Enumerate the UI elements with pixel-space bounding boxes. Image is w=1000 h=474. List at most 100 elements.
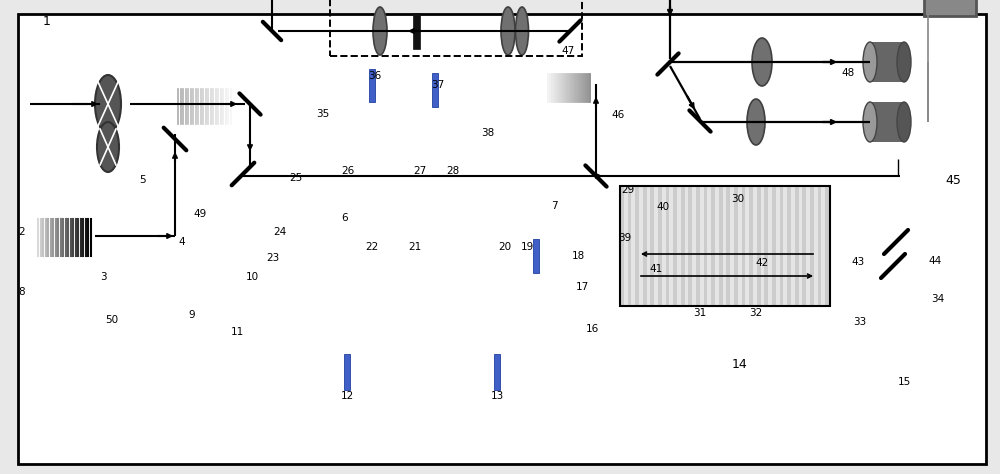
Ellipse shape [747,99,765,145]
Bar [650,186,654,306]
Text: 27: 27 [413,165,427,176]
Text: 29: 29 [621,184,635,195]
Text: 18: 18 [571,251,585,261]
Bar [764,186,768,306]
Bar [696,186,700,306]
Bar [631,186,635,306]
Text: 2: 2 [19,227,25,237]
Ellipse shape [897,42,911,82]
Text: 46: 46 [611,109,625,120]
Bar [806,186,810,306]
Bar [533,239,539,273]
Ellipse shape [501,7,515,55]
Text: 47: 47 [561,46,575,56]
Text: 11: 11 [230,327,244,337]
Text: 40: 40 [656,202,670,212]
Text: 50: 50 [105,315,119,325]
Text: 39: 39 [618,233,632,243]
Text: 16: 16 [585,324,599,335]
Bar [726,186,730,306]
Text: 6: 6 [342,213,348,223]
Bar [757,186,761,306]
Bar [688,186,692,306]
Bar [795,186,799,306]
Bar [780,186,783,306]
Ellipse shape [897,102,911,142]
Bar [432,73,438,107]
Bar [643,186,647,306]
Text: 28: 28 [446,165,460,176]
Text: 44: 44 [928,255,942,266]
Text: 23: 23 [266,253,280,264]
Bar [802,186,806,306]
Ellipse shape [752,38,772,86]
Bar [715,186,719,306]
Text: 26: 26 [341,165,355,176]
Bar [654,186,658,306]
Text: 36: 36 [368,71,382,81]
Ellipse shape [373,7,387,55]
Bar [711,186,715,306]
Bar [753,186,757,306]
Text: 17: 17 [575,282,589,292]
Bar [719,186,723,306]
Bar [924,0,976,16]
Bar [628,186,631,306]
Ellipse shape [863,42,877,82]
Bar [692,186,696,306]
Text: 20: 20 [498,242,512,253]
Bar [494,355,500,390]
Bar [791,186,795,306]
Bar [742,186,745,306]
Text: 45: 45 [945,173,961,187]
Text: 35: 35 [316,109,330,119]
Text: 30: 30 [731,194,745,204]
Bar [662,186,666,306]
Text: 5: 5 [140,175,146,185]
Text: 48: 48 [841,68,855,79]
Bar [413,13,420,49]
Text: 1: 1 [43,15,51,28]
Bar [818,186,821,306]
Bar [369,69,375,102]
Text: 34: 34 [931,293,945,304]
Text: 21: 21 [408,242,422,253]
Bar [620,186,624,306]
Text: 33: 33 [853,317,867,328]
Bar [635,186,639,306]
Bar [821,186,825,306]
Text: 38: 38 [481,128,495,138]
Bar [685,186,688,306]
Bar [868,102,904,142]
Bar [707,186,711,306]
Ellipse shape [863,102,877,142]
Text: 13: 13 [490,391,504,401]
Bar [734,186,738,306]
Text: 22: 22 [365,242,379,253]
Bar [666,186,669,306]
Text: 37: 37 [431,80,445,91]
Bar [639,186,643,306]
Bar [658,186,662,306]
Text: 9: 9 [189,310,195,320]
Bar [772,186,776,306]
Ellipse shape [516,7,528,55]
Bar [738,186,742,306]
Text: 19: 19 [520,242,534,253]
Bar [673,186,677,306]
Bar [620,186,830,306]
Bar [810,186,814,306]
Text: 25: 25 [289,173,303,183]
Bar [677,186,681,306]
Bar [776,186,780,306]
Text: 8: 8 [19,286,25,297]
Text: 12: 12 [340,391,354,401]
Bar [624,186,628,306]
Bar [700,186,704,306]
Bar [825,186,829,306]
Text: 10: 10 [245,272,259,283]
Bar [723,186,726,306]
Ellipse shape [97,122,119,172]
Text: 43: 43 [851,256,865,267]
Bar [647,186,650,306]
